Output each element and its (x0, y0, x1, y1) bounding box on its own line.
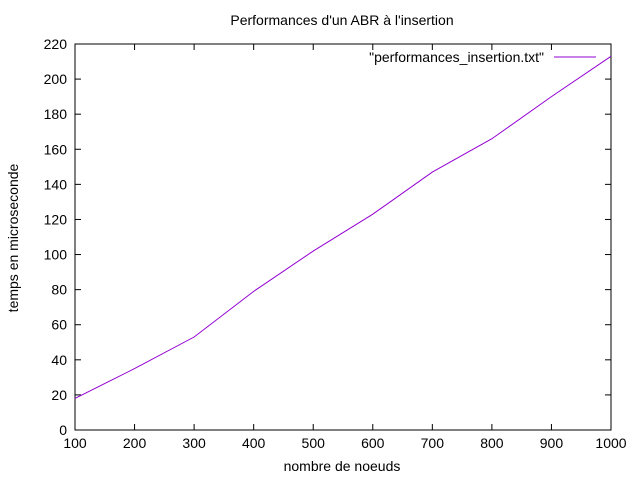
legend-label: "performances_insertion.txt" (369, 49, 544, 65)
y-tick-label: 60 (51, 317, 67, 333)
plot-frame (74, 43, 612, 431)
y-tick-label: 120 (44, 211, 68, 227)
x-axis-title: nombre de noeuds (284, 458, 401, 474)
x-tick-label: 600 (361, 435, 385, 451)
x-tick-label: 200 (123, 435, 147, 451)
x-tick-label: 700 (421, 435, 445, 451)
x-tick-label: 1000 (595, 435, 626, 451)
x-tick-label: 300 (182, 435, 206, 451)
y-tick-label: 80 (51, 282, 67, 298)
y-tick-label: 180 (44, 106, 68, 122)
y-tick-label: 40 (51, 352, 67, 368)
y-tick-label: 100 (44, 247, 68, 263)
y-tick-label: 0 (59, 422, 67, 438)
series-line (74, 55, 612, 399)
y-tick-label: 20 (51, 387, 67, 403)
y-tick-label: 160 (44, 141, 68, 157)
x-tick-label: 100 (63, 435, 87, 451)
series-group (74, 55, 612, 399)
y-tick-label: 200 (44, 71, 68, 87)
legend: "performances_insertion.txt" (369, 49, 596, 65)
y-tick-label: 220 (44, 36, 68, 52)
y-axis-title: temps en microseconde (5, 163, 21, 312)
chart-title: Performances d'un ABR à l'insertion (230, 12, 453, 28)
x-tick-label: 800 (480, 435, 504, 451)
x-tick-label: 400 (242, 435, 266, 451)
y-tick-label: 140 (44, 176, 68, 192)
tick-labels: 100 200 300 400 500 600 700 800 900 1000 0 20 40 60 80… (44, 36, 627, 451)
x-tick-label: 900 (540, 435, 564, 451)
axis-ticks (74, 43, 612, 431)
x-tick-label: 500 (302, 435, 326, 451)
